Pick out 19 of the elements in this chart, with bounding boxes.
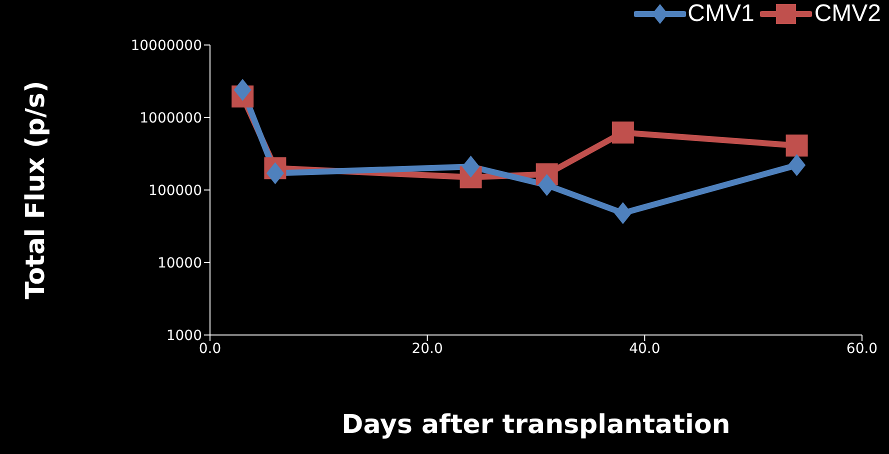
x-tick-label: 40.0 xyxy=(629,340,660,357)
point xyxy=(614,202,632,224)
x-axis-title: Days after transplantation xyxy=(342,410,730,440)
point xyxy=(266,162,284,184)
x-tick-label: 20.0 xyxy=(412,340,443,357)
y-tick-label: 1000000 xyxy=(140,110,202,126)
y-axis-title: Total Flux (p/s) xyxy=(21,80,52,300)
legend-label: CMV2 xyxy=(814,0,881,28)
point xyxy=(538,174,556,196)
point xyxy=(612,122,634,144)
point xyxy=(462,156,480,178)
y-tick-label: 100000 xyxy=(148,182,202,199)
y-tick-label: 10000000 xyxy=(130,38,202,54)
x-tick-label: 60.0 xyxy=(846,340,878,357)
point xyxy=(786,134,808,157)
point xyxy=(788,154,806,176)
legend-label: CMV1 xyxy=(688,0,754,28)
point xyxy=(234,78,252,101)
y-tick-label: 10000 xyxy=(157,255,202,272)
